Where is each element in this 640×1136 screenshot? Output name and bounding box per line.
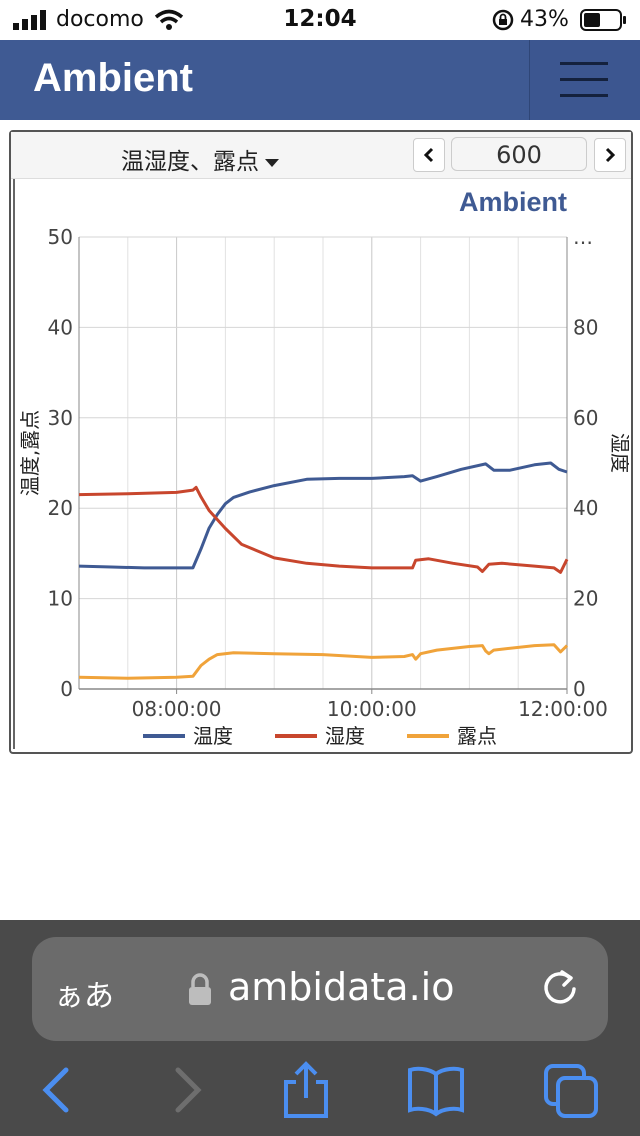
brand-logo[interactable]: Ambient [33, 56, 193, 100]
forward-icon[interactable] [156, 1060, 216, 1120]
battery-icon [580, 9, 626, 31]
x-tick-label: 08:00:00 [132, 697, 222, 721]
chevron-left-icon [423, 147, 434, 163]
y-right-tick-label: 0 [573, 677, 586, 701]
y-left-tick-label: 50 [48, 225, 73, 249]
x-tick-label: 10:00:00 [327, 697, 417, 721]
legend-label: 温度 [193, 724, 233, 748]
next-button[interactable] [594, 138, 626, 172]
lock-icon [189, 973, 211, 1005]
rotation-lock-icon [492, 9, 514, 31]
chart-area: 0 10 20 30 40 50 0 20 40 60 80 … 08:00:00 10:00:00 12:… [13, 179, 629, 749]
hamburger-icon [560, 62, 608, 65]
navbar: Ambient [0, 40, 640, 120]
chevron-right-icon [605, 147, 616, 163]
y-left-tick-label: 10 [48, 587, 73, 611]
wifi-icon [154, 9, 184, 30]
tabs-icon[interactable] [542, 1060, 602, 1120]
y-left-tick-label: 40 [48, 315, 73, 339]
menu-button[interactable] [529, 40, 640, 120]
status-bar: docomo 12:04 43% [0, 0, 640, 40]
series-line-湿度 [78, 485, 569, 574]
y-right-tick-label: 40 [573, 496, 598, 520]
y-left-tick-label: 20 [48, 496, 73, 520]
data-count-input[interactable]: 600 [451, 137, 587, 171]
bookmarks-icon[interactable] [406, 1060, 466, 1120]
chart-selector-dropdown[interactable]: 温湿度、露点 [121, 142, 279, 176]
prev-button[interactable] [413, 138, 445, 172]
line-chart: 0 10 20 30 40 50 0 20 40 60 80 … 08:00:00 10:00:00 12:… [18, 187, 629, 748]
url-text: ambidata.io [228, 965, 455, 1009]
address-bar[interactable]: ぁあ ambidata.io [32, 937, 608, 1041]
y-right-axis-label: 湿度 [608, 433, 629, 473]
signal-icon [13, 10, 46, 30]
legend-label: 湿度 [325, 724, 365, 748]
browser-toolbar: ぁあ ambidata.io [0, 920, 640, 1136]
chart-selector-label: 温湿度、露点 [121, 149, 259, 175]
carrier-label: docomo [56, 7, 144, 32]
text-size-button[interactable]: ぁあ [54, 979, 114, 1014]
x-tick-label: 12:00:00 [518, 697, 608, 721]
y-right-tick-label: 80 [573, 315, 598, 339]
y-left-tick-label: 0 [60, 677, 73, 701]
caret-down-icon [265, 158, 279, 167]
share-icon[interactable] [276, 1060, 336, 1120]
series-line-温度 [78, 461, 568, 570]
chart-watermark: Ambient [459, 187, 567, 217]
battery-percent: 43% [520, 7, 569, 32]
reload-icon[interactable] [540, 969, 580, 1009]
y-right-tick-label: … [573, 225, 593, 249]
y-left-tick-label: 30 [48, 406, 73, 430]
status-time: 12:04 [283, 6, 357, 32]
legend-label: 露点 [457, 724, 497, 748]
y-right-tick-label: 60 [573, 406, 598, 430]
back-icon[interactable] [28, 1060, 88, 1120]
chart-card: 温湿度、露点 600 0 10 20 30 40 50 0 20 40 60 80 … 08:00:00… [9, 130, 633, 754]
series-line-露点 [78, 643, 569, 680]
card-header: 温湿度、露点 600 [11, 132, 631, 179]
y-left-axis-label: 温度,露点 [18, 410, 42, 496]
y-right-tick-label: 20 [573, 587, 598, 611]
